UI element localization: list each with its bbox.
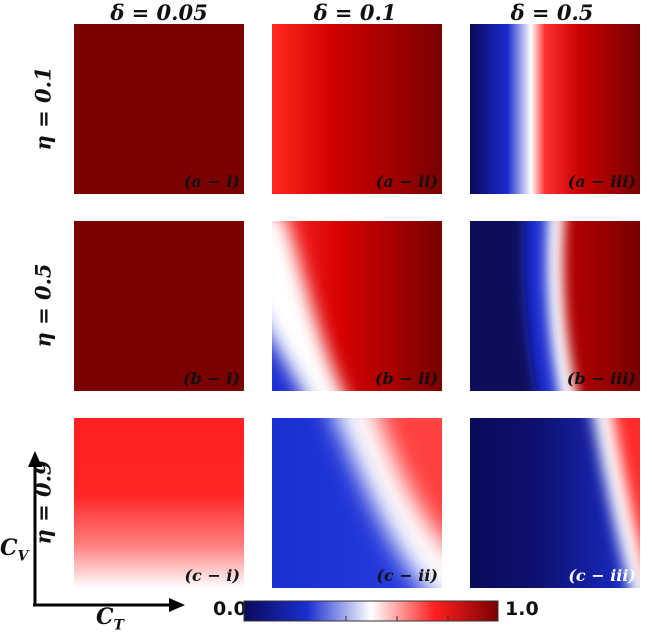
heatmap-b-iii (470, 221, 640, 391)
panel-b-i: (b − i) (74, 221, 244, 391)
panel-a-i: (a − i) (74, 24, 244, 194)
x-axis-arrowhead (169, 598, 185, 612)
heatmap-c-i (74, 418, 244, 588)
colorbar-max-label: 1.0 (505, 598, 539, 620)
heatmap-a-iii (470, 24, 640, 194)
panel-b-ii: (b − ii) (272, 221, 442, 391)
axes-arrows (28, 451, 185, 612)
row-title-2: η = 0.5 (30, 263, 56, 348)
panel-c-ii: (c − ii) (272, 418, 442, 588)
panel-b-iii: (b − iii) (470, 221, 640, 391)
panel-label: (b − iii) (566, 369, 636, 388)
column-title-1: δ = 0.05 (110, 0, 208, 25)
panel-label: (c − iii) (568, 566, 636, 585)
column-title-3: δ = 0.5 (510, 0, 594, 25)
heatmap-c-ii (272, 418, 442, 588)
row-title-1: η = 0.1 (30, 66, 56, 151)
panel-c-iii: (c − iii) (470, 418, 640, 588)
column-title-2: δ = 0.1 (313, 0, 397, 25)
y-axis-arrowhead (28, 451, 42, 467)
panel-label: (b − i) (183, 369, 240, 388)
y-axis-label: CV (0, 535, 29, 565)
heatmap-b-i (74, 221, 244, 391)
heatmap-b-ii (272, 221, 442, 391)
heatmap-c-iii (470, 418, 640, 588)
colorbar-min-label: 0.0 (213, 598, 247, 620)
panel-label: (a − ii) (375, 172, 438, 191)
panel-label: (a − i) (183, 172, 240, 191)
heatmap-a-i (74, 24, 244, 194)
panel-c-i: (c − i) (74, 418, 244, 588)
panel-a-ii: (a − ii) (272, 24, 442, 194)
panel-a-iii: (a − iii) (470, 24, 640, 194)
panel-label: (c − i) (184, 566, 240, 585)
panel-label: (b − ii) (374, 369, 438, 388)
x-axis-label: CT (96, 604, 124, 634)
colorbar (243, 600, 499, 622)
panel-label: (a − iii) (567, 172, 636, 191)
heatmap-a-ii (272, 24, 442, 194)
panel-label: (c − ii) (376, 566, 438, 585)
